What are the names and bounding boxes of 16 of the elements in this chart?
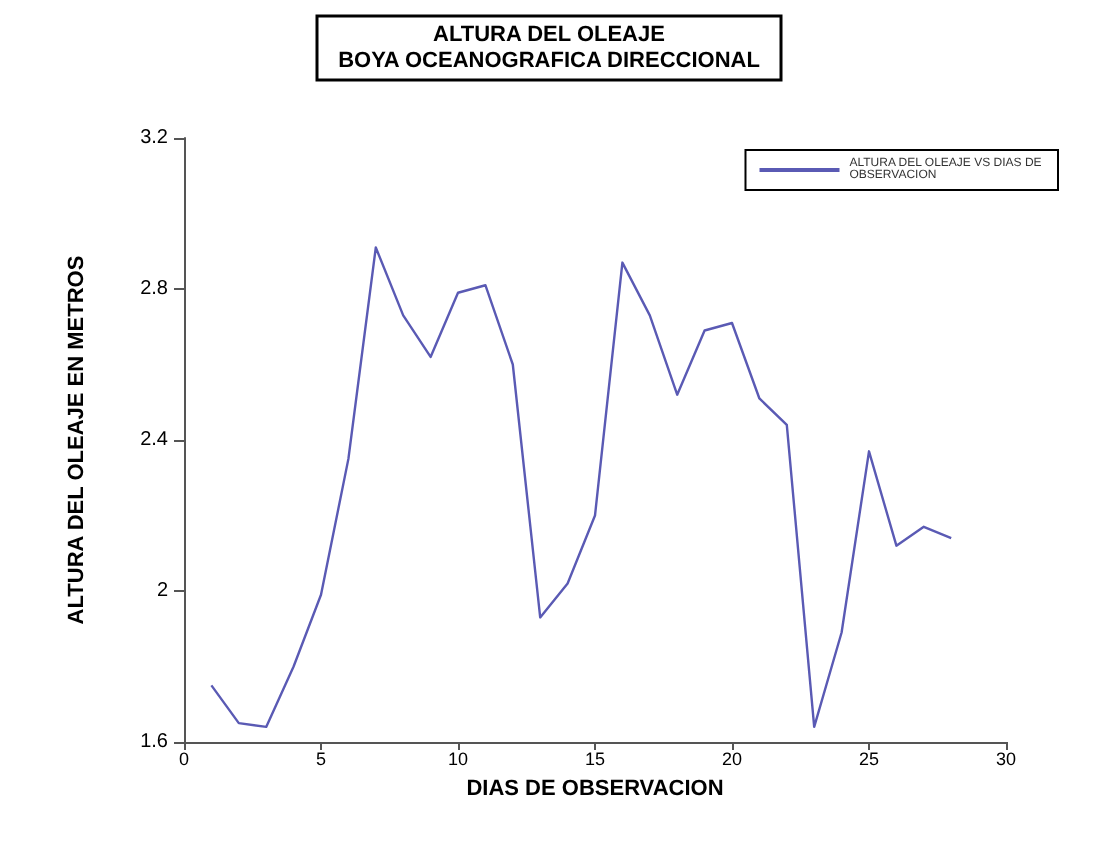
chart-title: ALTURA DEL OLEAJE BOYA OCEANOGRAFICA DIRECCIONAL xyxy=(338,23,761,73)
x-axis-title: DIAS DE OBSERVACION xyxy=(466,776,724,801)
x-tick-label: 10 xyxy=(447,749,469,769)
y-tick-label: 2 xyxy=(156,580,169,602)
x-tick-label: 0 xyxy=(178,749,190,769)
x-tick-label: 5 xyxy=(315,749,327,769)
x-tick-label: 20 xyxy=(721,749,743,769)
y-tick-label: 3.2 xyxy=(140,127,169,149)
y-tick-label: 2.4 xyxy=(140,429,169,451)
x-tick-label: 25 xyxy=(858,749,880,769)
x-tick-label: 15 xyxy=(584,749,606,769)
y-tick-label: 2.8 xyxy=(140,278,169,300)
line-series xyxy=(210,246,953,729)
x-tick-label: 30 xyxy=(995,749,1017,769)
y-tick-label: 1.6 xyxy=(140,731,169,753)
y-axis-title: ALTURA DEL OLEAJE EN METROS xyxy=(65,255,89,625)
